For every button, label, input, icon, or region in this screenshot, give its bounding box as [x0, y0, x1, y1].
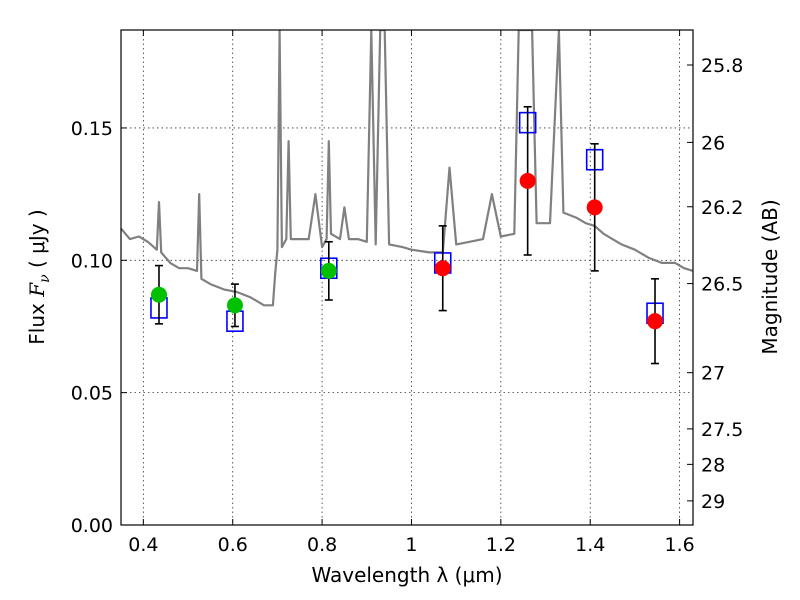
nir-flux-point	[586, 199, 603, 216]
axes: 0.4 0.6 0.8 1 1.2 1.4 1.6 0.00 0.05 0.10 0.15 25.8 2…	[71, 30, 743, 556]
y-tick-label: 0.10	[71, 250, 113, 272]
x-axis-label: Wavelength λ (μm)	[311, 563, 502, 587]
y2-axis-label: Magnitude (AB)	[758, 199, 782, 354]
y-axis-label: Flux Fν ( μJy )	[25, 209, 53, 344]
optical-flux-point	[150, 286, 167, 303]
mag-tick-label: 28	[701, 454, 725, 476]
mag-tick-label: 26.2	[701, 197, 743, 219]
nir-flux-point	[434, 260, 451, 277]
mag-tick-label: 26	[701, 132, 725, 154]
x-tick-label: 0.8	[307, 534, 337, 556]
template-spectrum-line	[121, 30, 693, 307]
mag-tick-label: 27	[701, 363, 725, 385]
mag-tick-label: 26.5	[701, 274, 743, 296]
optical-flux-point	[320, 262, 337, 279]
x-tick-label: 1.2	[486, 534, 516, 556]
mag-tick-label: 27.5	[701, 419, 743, 441]
nir-flux-point	[519, 172, 536, 189]
y-tick-label: 0.00	[71, 515, 113, 537]
mag-tick-label: 25.8	[701, 55, 743, 77]
y-tick-label: 0.15	[71, 118, 113, 140]
optical-flux-point	[226, 297, 243, 314]
grid	[121, 30, 693, 526]
plot-area	[121, 30, 693, 365]
plot-frame	[120, 29, 694, 526]
y-tick-label: 0.05	[71, 383, 113, 405]
x-tick-label: 0.4	[128, 534, 158, 556]
x-tick-label: 1	[405, 534, 417, 556]
x-tick-label: 1.4	[575, 534, 605, 556]
x-tick-label: 0.6	[218, 534, 248, 556]
nir-flux-point	[647, 313, 664, 330]
x-tick-label: 1.6	[664, 534, 694, 556]
mag-tick-label: 29	[701, 491, 725, 513]
